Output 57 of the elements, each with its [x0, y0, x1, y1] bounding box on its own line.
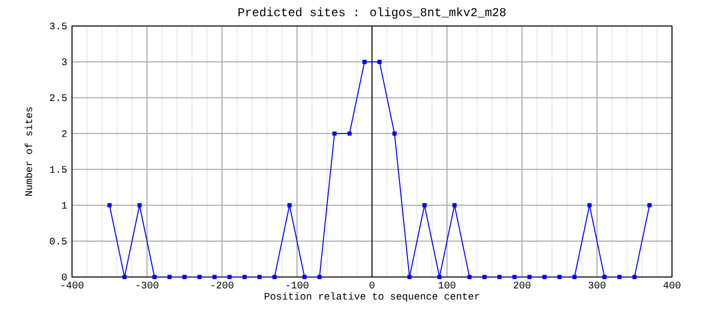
point [632, 274, 637, 280]
point [272, 274, 277, 280]
point [602, 274, 607, 280]
point [587, 203, 592, 208]
point [512, 274, 517, 280]
x-tick-label: 100 [438, 282, 456, 288]
point [152, 274, 157, 280]
point [317, 274, 322, 280]
y-tick-label: 3 [62, 58, 67, 66]
point [302, 274, 307, 280]
y-tick-label: 0.5 [50, 238, 67, 245]
point [557, 274, 562, 280]
point [347, 131, 352, 136]
point [407, 274, 412, 280]
point [242, 274, 247, 280]
x-tick-label: -300 [136, 282, 158, 288]
y-tick-label: 3.5 [50, 22, 67, 30]
x-tick-label: 0 [370, 282, 374, 288]
point [122, 274, 127, 280]
point [362, 60, 367, 64]
point [287, 203, 292, 208]
point [482, 274, 487, 280]
y-tick-label: 1 [62, 202, 67, 209]
point [392, 131, 397, 136]
x-axis-title: Position relative to sequence center [264, 292, 480, 302]
x-tick-label: 400 [663, 282, 680, 288]
point [257, 274, 262, 280]
point [467, 274, 472, 280]
point [212, 274, 217, 280]
point [647, 203, 652, 208]
y-tick-label: 1.5 [50, 166, 67, 173]
point [452, 203, 457, 208]
y-tick-label: 2.5 [50, 94, 67, 102]
point [422, 203, 427, 208]
point [377, 60, 382, 64]
chart-title: Predicted sites : oligos_8nt_mkv2_m28 [238, 7, 506, 19]
point [437, 274, 442, 280]
point [182, 274, 187, 280]
x-tick-label: -200 [212, 282, 234, 288]
point [107, 203, 112, 208]
y-axis-title: Number of sites [24, 107, 32, 196]
point [542, 274, 547, 280]
point [227, 274, 232, 280]
y-tick-label: 0 [62, 274, 67, 280]
x-tick-label: 300 [588, 282, 606, 288]
point [617, 274, 622, 280]
point [332, 131, 337, 136]
x-tick-label: 200 [514, 282, 530, 288]
point [527, 274, 532, 280]
x-tick-label: -100 [286, 282, 308, 288]
x-tick-label: -400 [62, 282, 84, 288]
point [497, 274, 502, 280]
point [167, 274, 172, 280]
point [572, 274, 577, 280]
point [137, 203, 142, 208]
y-tick-label: 2 [62, 130, 67, 137]
point [197, 274, 202, 280]
